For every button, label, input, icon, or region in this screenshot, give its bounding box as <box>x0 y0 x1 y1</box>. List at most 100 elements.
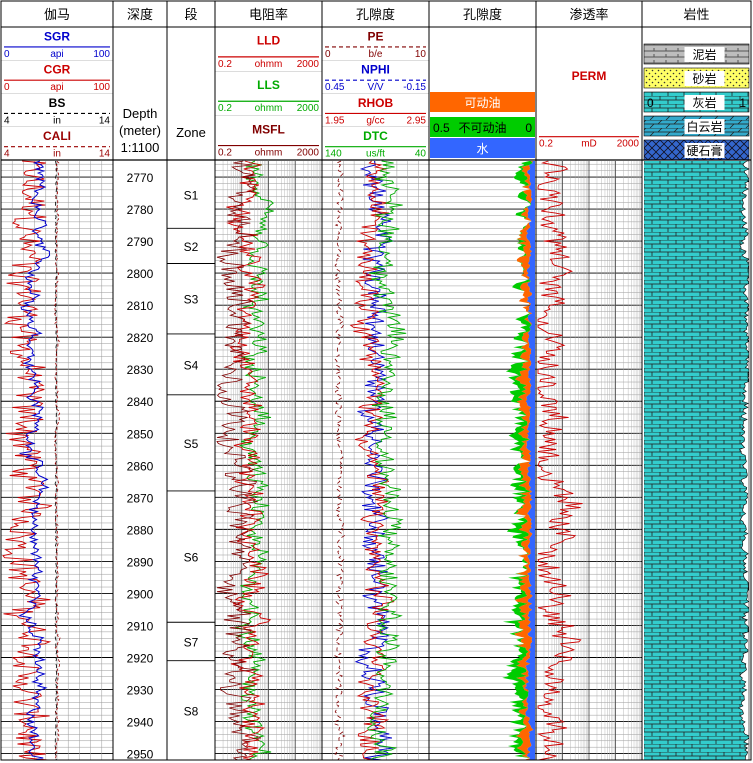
curve-name: SGR <box>44 29 70 43</box>
curve-max: 2000 <box>297 103 320 114</box>
curve-min: 0 <box>325 49 331 60</box>
depth-tick-label: 2790 <box>127 235 154 249</box>
depth-tick-label: 2820 <box>127 331 154 345</box>
zone-label: S7 <box>184 635 199 649</box>
depth-tick-label: 2780 <box>127 203 154 217</box>
curve-cgr <box>2 160 53 761</box>
depth-tick-label: 2910 <box>127 619 154 633</box>
lithology-legend-right: 1 <box>739 96 746 110</box>
curve-perm <box>536 160 583 761</box>
curve-lls <box>234 160 274 761</box>
lithology-label-bg <box>684 71 725 86</box>
zone-header-label: Zone <box>176 125 206 140</box>
fill-legend-left: 0.5 <box>433 121 450 135</box>
track-title: 深度 <box>127 7 153 22</box>
track-title: 段 <box>184 7 197 22</box>
curve-min: 4 <box>4 115 10 126</box>
curve-sgr <box>17 160 51 761</box>
lithology-label-bg <box>684 95 725 110</box>
curve-name: CALI <box>43 129 71 143</box>
curve-name: PE <box>367 29 383 43</box>
curve-min: 0.2 <box>539 139 553 150</box>
curve-max: 40 <box>415 149 427 160</box>
curve-unit: V/V <box>367 82 383 93</box>
curve-unit: ohmm <box>255 103 283 114</box>
curve-unit: api <box>50 49 63 60</box>
track-title: 伽马 <box>44 7 70 22</box>
zone-label: S6 <box>184 551 199 565</box>
curve-msfl <box>216 160 262 761</box>
curve-max: 100 <box>93 82 110 93</box>
track-title: 孔隙度 <box>356 7 395 22</box>
curve-min: 0.2 <box>218 103 232 114</box>
curve-max: 10 <box>415 49 427 60</box>
depth-tick-label: 2850 <box>127 427 154 441</box>
curve-name: CGR <box>44 63 71 77</box>
curve-dtc <box>367 160 407 761</box>
curve-unit: b/e <box>369 49 383 60</box>
curve-min: 0 <box>4 49 10 60</box>
depth-header-label: (meter) <box>119 123 161 138</box>
curve-unit: g/cc <box>366 115 384 126</box>
curve-rhob <box>349 160 395 761</box>
fill-legend-box <box>430 117 535 137</box>
curve-min: 140 <box>325 149 342 160</box>
curve-min: 0.2 <box>218 148 232 159</box>
curve-max: 2000 <box>617 139 640 150</box>
fill-legend-right: 0 <box>525 121 532 135</box>
curve-max: 2000 <box>297 59 320 70</box>
depth-tick-label: 2900 <box>127 587 154 601</box>
curve-unit: api <box>50 82 63 93</box>
fill-legend-box <box>430 92 535 112</box>
track-title: 电阻率 <box>249 7 288 22</box>
curve-unit: ohmm <box>255 59 283 70</box>
curve-min: 0 <box>4 82 10 93</box>
curve-max: 2.95 <box>407 115 427 126</box>
curve-max: -0.15 <box>403 82 426 93</box>
fill-water <box>524 161 535 760</box>
curve-unit: ohmm <box>255 148 283 159</box>
curve-max: 2000 <box>297 148 320 159</box>
zone-label: S5 <box>184 437 199 451</box>
curve-unit: in <box>53 115 61 126</box>
curve-nphi <box>354 160 394 761</box>
curve-lld <box>226 160 272 761</box>
lithology-legend-label: 白云岩 <box>686 119 722 134</box>
curve-max: 14 <box>99 149 111 160</box>
curve-unit: us/ft <box>366 149 385 160</box>
depth-tick-label: 2830 <box>127 363 154 377</box>
curve-name: PERM <box>572 69 607 83</box>
depth-tick-label: 2870 <box>127 491 154 505</box>
curve-name: LLS <box>257 78 280 92</box>
lithology-label-bg <box>684 119 725 134</box>
curve-bs <box>54 160 58 761</box>
curve-name: DTC <box>363 129 388 143</box>
curve-name: BS <box>49 96 66 110</box>
curve-unit: mD <box>581 139 597 150</box>
curve-max: 14 <box>99 115 111 126</box>
zone-label: S4 <box>184 358 199 372</box>
curve-min: 0.2 <box>218 59 232 70</box>
depth-tick-label: 2940 <box>127 716 154 730</box>
lithology-legend-label: 泥岩 <box>692 47 716 62</box>
depth-header-label: 1:1100 <box>121 140 160 155</box>
fill-legend-label: 不可动油 <box>458 121 506 135</box>
depth-tick-label: 2840 <box>127 395 154 409</box>
fill-legend-label: 可动油 <box>464 96 500 110</box>
zone-label: S2 <box>184 240 199 254</box>
lithology-legend-label: 灰岩 <box>692 95 716 110</box>
track-frame <box>641 0 752 761</box>
lithology-legend-label: 砂岩 <box>692 71 716 86</box>
fill-immovable-oil <box>502 161 533 760</box>
depth-header-label: Depth <box>123 106 158 121</box>
depth-tick-label: 2860 <box>127 459 154 473</box>
curve-name: RHOB <box>358 96 394 110</box>
lithology-label-bg <box>684 143 725 158</box>
lithology-legend-left: 0 <box>647 96 654 110</box>
track-title: 岩性 <box>683 7 709 22</box>
curve-min: 0.45 <box>325 82 345 93</box>
depth-tick-label: 2950 <box>127 748 154 762</box>
depth-tick-label: 2930 <box>127 684 154 698</box>
curve-name: LLD <box>257 34 281 48</box>
